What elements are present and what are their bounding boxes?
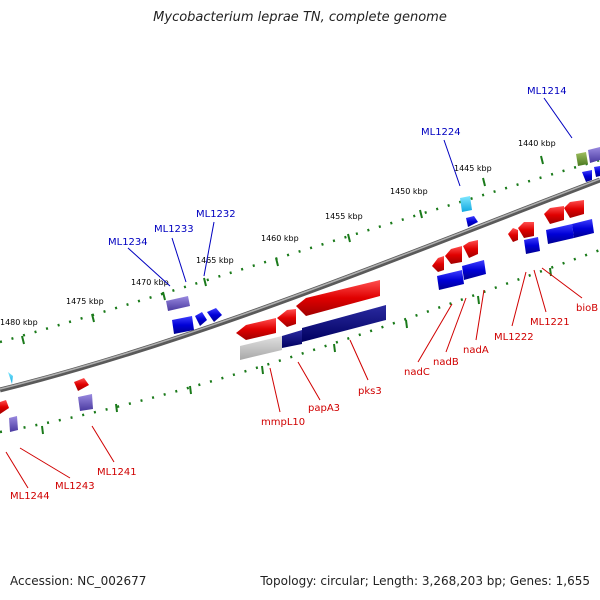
gene-pks3-feature[interactable] [296,280,380,316]
genome-backbone-highlight [0,178,600,390]
gene-nadC-feature[interactable] [432,256,444,272]
gene-biob-feature-b[interactable] [564,200,584,218]
gene-ml1232-feature-a[interactable] [195,312,207,326]
scale-label-1450: 1450 kbp [390,187,428,196]
gene-label-ml1241[interactable]: ML1241 [97,467,137,478]
gene-ml1214-feature-c[interactable] [582,170,592,182]
gene-ml1214-feature-b[interactable] [588,147,600,163]
scale-label-1445: 1445 kbp [454,164,492,173]
accession-text: Accession: NC_002677 [10,574,147,588]
gene-nadC-blue[interactable] [437,270,464,290]
gene-label-ml1233[interactable]: ML1233 [154,224,194,235]
gene-biob-feature-a[interactable] [544,206,564,224]
gene-papA3-feature[interactable] [277,309,296,327]
gene-ml1221-feature[interactable] [518,222,534,238]
gene-mmpL10-feature[interactable] [236,318,276,340]
gene-ml1244-feature[interactable] [0,400,9,414]
gene-papA3-navy[interactable] [282,330,302,348]
forward-genes [0,200,594,432]
gene-ml1243-pseudo[interactable] [9,416,18,432]
gene-label-nadC[interactable]: nadC [404,367,430,378]
gene-label-ml1214[interactable]: ML1214 [527,86,567,97]
outer-scale-track [0,158,600,344]
gene-ml1232-feature-b[interactable] [207,308,222,322]
gene-label-papA3[interactable]: papA3 [308,403,340,414]
outer-major-ticks [21,155,544,345]
gene-ml1241-feature[interactable] [74,378,89,391]
gene-label-nadA[interactable]: nadA [463,345,489,356]
gene-ml1241-pseudo[interactable] [78,394,93,411]
map-title: Mycobacterium leprae TN, complete genome [153,10,447,25]
gene-label-pks3[interactable]: pks3 [358,386,382,397]
gene-label-ml1222[interactable]: ML1222 [494,332,534,343]
gene-label-nadB[interactable]: nadB [433,357,459,368]
gene-nadA-feature[interactable] [463,240,478,258]
gene-ml1224-arrow[interactable] [466,216,478,227]
gene-ml1224-feature[interactable] [460,196,472,212]
gene-pks3-navy[interactable] [302,305,386,342]
gene-label-ml1232[interactable]: ML1232 [196,209,236,220]
scale-label-1440: 1440 kbp [518,139,556,148]
gene-label-biob[interactable]: bioB [576,303,598,314]
gene-label-ml1243[interactable]: ML1243 [55,481,95,492]
scale-label-1470: 1470 kbp [131,278,169,287]
genome-summary-text: Topology: circular; Length: 3,268,203 bp… [260,574,590,588]
reverse-leader-lines [127,97,573,287]
gene-nadB-blue[interactable] [462,260,486,280]
gene-biob-blue-b[interactable] [572,219,594,238]
gene-label-mmpL10[interactable]: mmpL10 [261,417,305,428]
gene-ml1233-feature[interactable] [172,316,194,334]
gene-ml1234-feature[interactable] [166,296,190,311]
gene-label-ml1244[interactable]: ML1244 [10,491,50,502]
gene-label-ml1224[interactable]: ML1224 [421,127,461,138]
scale-label-1460: 1460 kbp [261,234,299,243]
genome-backbone [0,177,600,393]
gene-nadB-feature[interactable] [445,246,462,264]
gene-label-ml1221[interactable]: ML1221 [530,317,570,328]
gene-ml1222-feature[interactable] [508,228,518,242]
gene-biob-blue-a[interactable] [546,224,574,244]
gene-ml1214-feature-d[interactable] [594,166,600,177]
gene-ml1243-arrow[interactable] [8,372,13,384]
gene-label-ml1234[interactable]: ML1234 [108,237,148,248]
forward-leader-lines [5,267,583,489]
reverse-genes [166,147,600,334]
gene-ml1221-blue[interactable] [524,237,540,254]
scale-label-1480: 1480 kbp [0,318,38,327]
inner-major-ticks [41,267,552,435]
scale-label-1465: 1465 kbp [196,256,234,265]
gene-ml1214-feature-a[interactable] [576,152,588,166]
scale-label-1455: 1455 kbp [325,212,363,221]
gene-mmpL10-grey[interactable] [240,336,282,360]
scale-label-1475: 1475 kbp [66,297,104,306]
